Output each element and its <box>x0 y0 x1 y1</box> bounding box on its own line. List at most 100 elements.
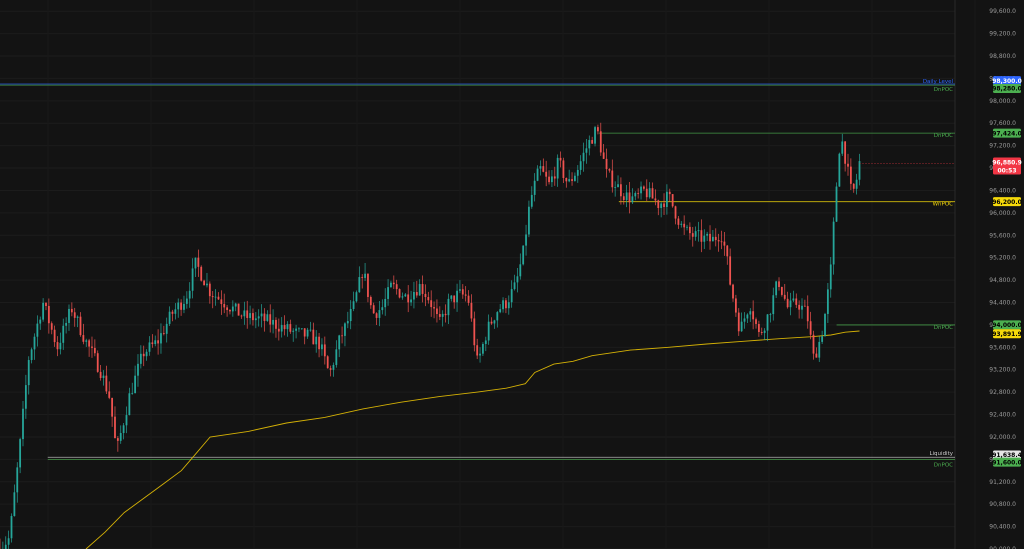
candle-body <box>666 191 668 207</box>
candle-body <box>349 308 352 322</box>
candle-body <box>142 353 145 357</box>
candle-body <box>24 385 27 409</box>
candle-body <box>395 284 398 290</box>
candle-body <box>65 322 68 326</box>
candle-body <box>625 192 628 201</box>
candle-body <box>364 273 366 278</box>
candle-body <box>4 544 7 549</box>
candle-body <box>252 313 254 321</box>
candle-body <box>427 297 430 301</box>
level-label: DnPOC <box>934 325 953 331</box>
candle-body <box>611 170 614 188</box>
candle-body <box>372 305 375 314</box>
candle-body <box>732 284 734 299</box>
candle-body <box>355 292 358 302</box>
candle-body <box>803 305 806 307</box>
candle-body <box>668 191 671 195</box>
candle-body <box>114 416 116 439</box>
candle-body <box>231 306 234 312</box>
candle-body <box>487 321 490 341</box>
price-tick-label: 93,200.0 <box>989 367 1016 374</box>
candle-body <box>729 256 732 285</box>
candle-body <box>847 163 849 167</box>
candle-body <box>844 141 847 164</box>
candle-body <box>303 328 306 337</box>
candle-body <box>467 295 470 303</box>
candle-body <box>752 311 755 320</box>
level-price-tag: 96,200.0 <box>992 199 1022 206</box>
candle-body <box>174 309 177 314</box>
candle-body <box>680 223 683 225</box>
candle-body <box>309 329 312 331</box>
candle-body <box>88 340 91 347</box>
level-price-tag-bg <box>993 84 1021 94</box>
candle-body <box>479 353 481 356</box>
level-price-tag: 91,638.4 <box>992 452 1022 459</box>
candle-body <box>295 328 297 331</box>
candle-body <box>16 467 19 493</box>
candle-body <box>289 324 292 332</box>
candle-body <box>783 294 786 299</box>
candle-body <box>249 313 251 318</box>
price-tick-label: 95,200.0 <box>989 255 1016 262</box>
candle-body <box>237 303 240 316</box>
candle-body <box>697 230 700 232</box>
candle-body <box>441 313 444 317</box>
candle-body <box>266 314 269 321</box>
candle-body <box>663 203 665 207</box>
candle-body <box>763 330 766 333</box>
candle-body <box>39 319 42 324</box>
candle-body <box>122 425 125 434</box>
candle-body <box>582 152 585 162</box>
candle-body <box>53 329 56 343</box>
candle-body <box>499 309 502 313</box>
candle-body <box>131 393 134 394</box>
candle-body <box>559 157 562 161</box>
candle-body <box>496 312 499 321</box>
candle-body <box>415 292 418 296</box>
candle-body <box>694 231 697 237</box>
candle-body <box>769 314 772 315</box>
price-tick-label: 92,800.0 <box>989 389 1016 396</box>
candle-body <box>200 266 203 281</box>
candle-body <box>539 166 542 169</box>
candle-body <box>50 323 53 330</box>
candle-body <box>211 296 214 298</box>
candle-body <box>597 127 599 132</box>
candle-body <box>620 184 622 197</box>
candle-body <box>361 277 364 278</box>
candle-body <box>346 321 349 324</box>
candle-body <box>473 318 476 346</box>
candle-body <box>821 336 824 342</box>
candle-body <box>815 353 818 358</box>
candle-body <box>433 307 435 309</box>
candle-body <box>194 257 197 269</box>
candle-body <box>717 240 720 242</box>
candle-body <box>214 296 217 298</box>
candle-body <box>516 276 519 283</box>
level-price-tag-bg <box>993 76 1021 86</box>
candle-body <box>476 345 479 356</box>
candle-body <box>855 179 858 189</box>
candle-body <box>119 433 122 441</box>
candle-body <box>22 408 24 440</box>
candle-body <box>760 332 763 333</box>
candle-body <box>801 305 803 310</box>
candle-body <box>806 306 809 322</box>
candle-body <box>553 176 556 179</box>
price-tick-label: 90,800.0 <box>989 501 1016 508</box>
price-tick-label: 97,200.0 <box>989 143 1016 150</box>
candle-body <box>829 264 832 290</box>
level-label: Daily Level <box>923 79 954 85</box>
candle-body <box>197 257 200 267</box>
candle-body <box>91 346 93 348</box>
vwap-price-tag-bg <box>993 329 1021 339</box>
candle-body <box>191 268 194 291</box>
price-tick-label: 99,200.0 <box>989 31 1016 38</box>
candle-body <box>677 218 680 225</box>
level-price-tag: 98,300.0 <box>992 78 1022 85</box>
candle-body <box>177 302 180 310</box>
candle-body <box>105 375 108 392</box>
candle-body <box>683 223 686 228</box>
